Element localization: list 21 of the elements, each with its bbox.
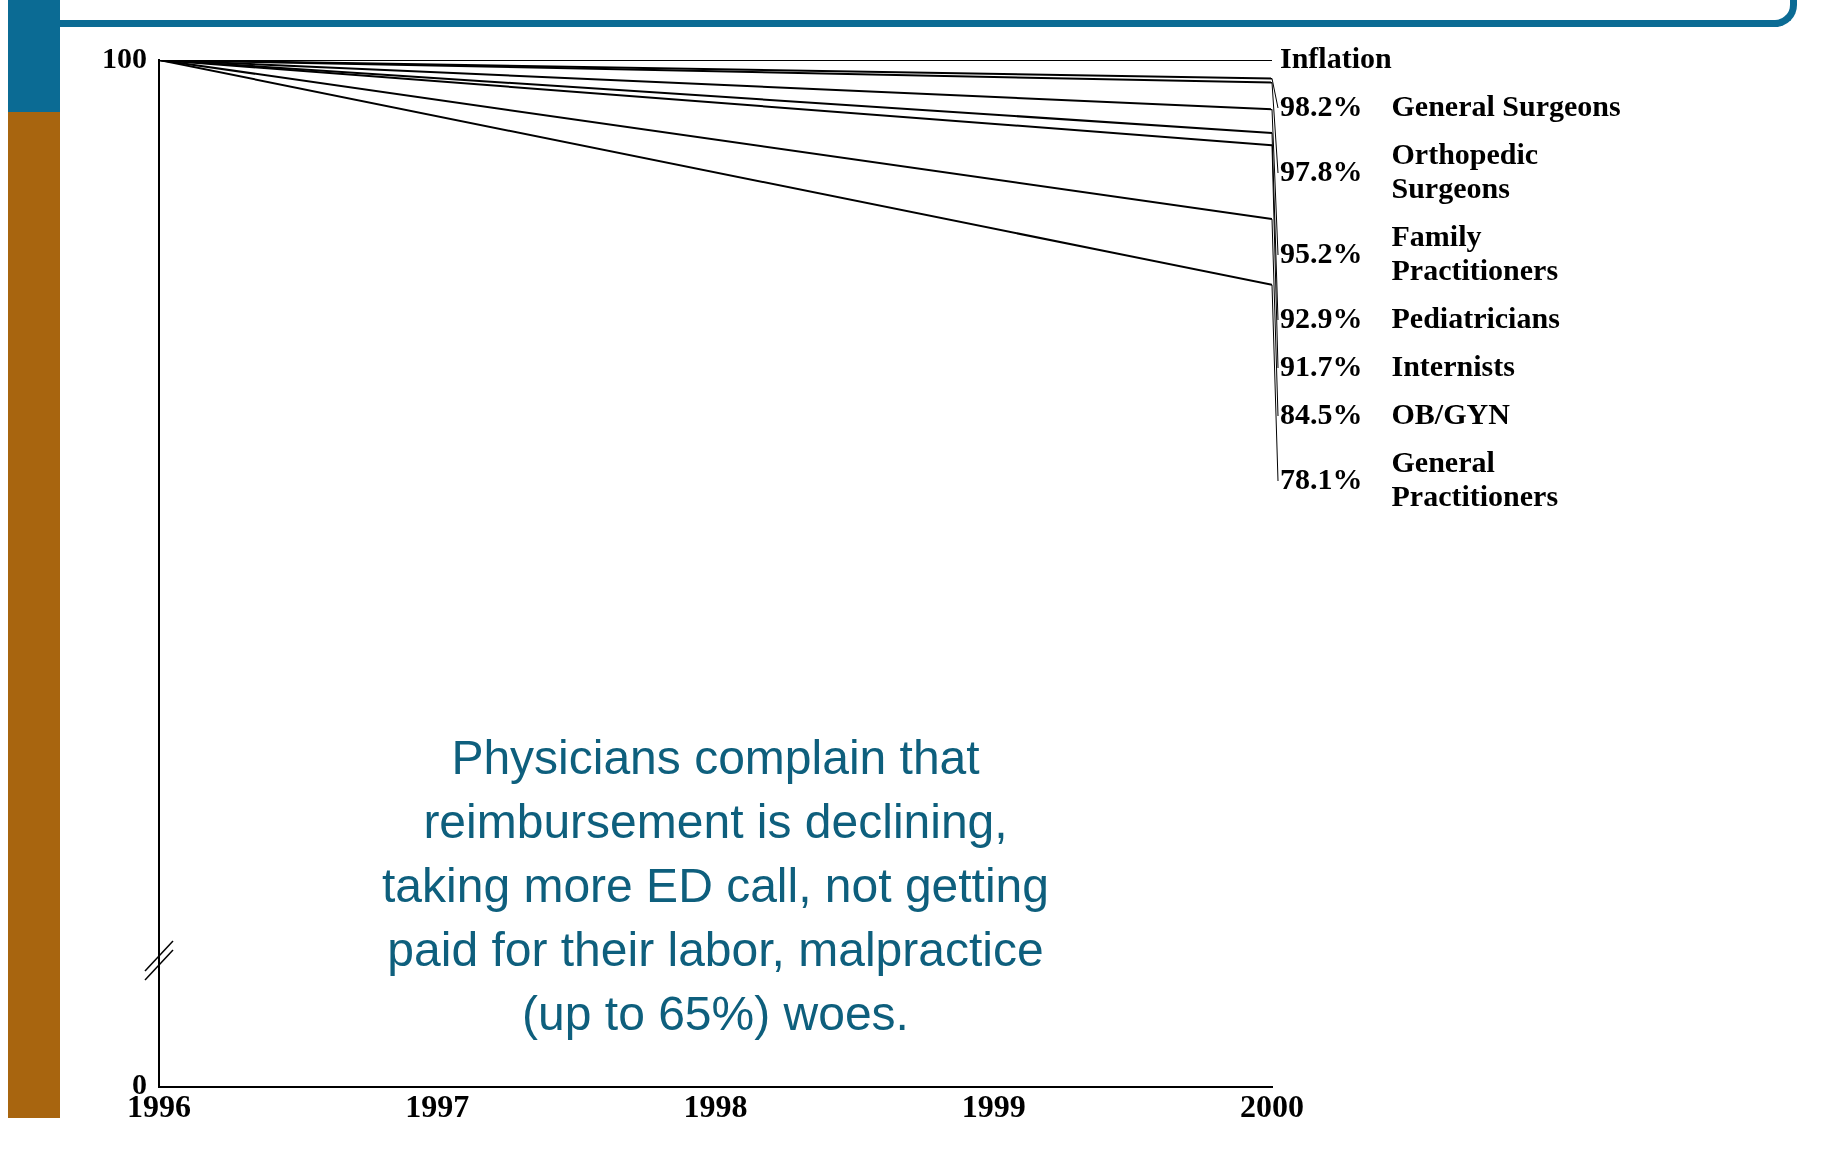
annotation: Physicians complain that reimbursement is declining, taking more ED call, not getting paid for their labor, malpractice (up to 65%) woes. <box>381 730 1050 1040</box>
text: Internists <box>1391 348 1515 382</box>
data-label: 92.9% <box>1280 300 1363 334</box>
text: Orthopedic Surgeons <box>1391 136 1539 204</box>
text: OB/GYN <box>1391 396 1511 430</box>
data-label: 97.8% <box>1280 153 1363 187</box>
x-tick-label: 2000 <box>1240 1088 1304 1125</box>
x-tick-label: 1999 <box>961 1088 1026 1125</box>
text: General Surgeons <box>1391 88 1621 122</box>
data-label: 84.5% <box>1280 396 1363 430</box>
data-label: 78.1% <box>1280 461 1363 495</box>
y-tick-label: 100 <box>102 40 147 74</box>
data-label: 98.2% <box>1280 88 1363 122</box>
text: Family Practitioners <box>1391 218 1559 286</box>
text: General Practitioners <box>1391 444 1559 512</box>
series-label: Inflation <box>1280 40 1393 74</box>
x-tick-label: 1998 <box>683 1088 748 1125</box>
x-tick-label: 1997 <box>405 1088 470 1125</box>
data-label: 91.7% <box>1280 348 1363 382</box>
text: Pediatricians <box>1391 300 1560 334</box>
data-label: 95.2% <box>1280 235 1363 269</box>
